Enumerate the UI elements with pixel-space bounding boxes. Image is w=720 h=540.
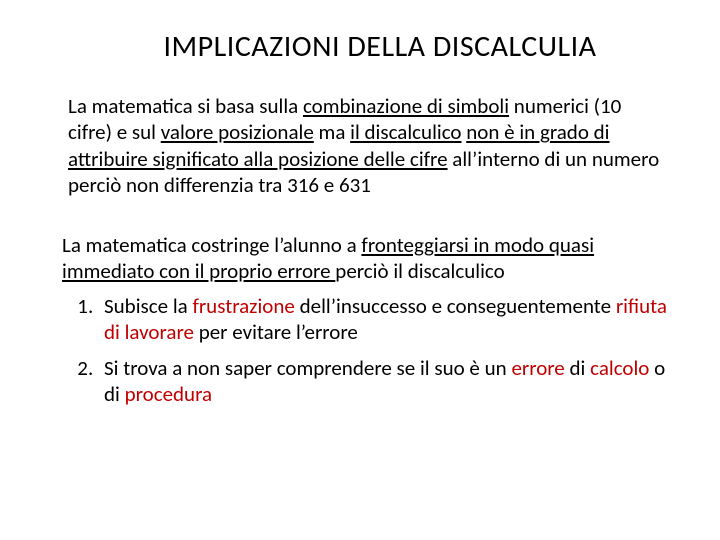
li1-text: Subisce la <box>104 293 192 319</box>
li2-text: di <box>565 355 590 381</box>
list-item-1: Subisce la frustrazione dell’insuccesso … <box>98 293 680 346</box>
p1-text: La matematica si basa sulla <box>68 93 303 119</box>
li2-accent-1: errore <box>511 355 564 381</box>
li1-accent-1: frustrazione <box>192 293 299 319</box>
li2-accent-2: calcolo <box>590 355 649 381</box>
p2-text: perciò il discalculico <box>335 258 504 284</box>
li2-accent-3: procedura <box>125 381 212 407</box>
p2-text: La matematica costringe l’alunno a <box>62 232 361 258</box>
paragraph-2: La matematica costringe l’alunno a front… <box>62 232 660 285</box>
p1-underline-1: combinazione di simboli <box>303 93 509 119</box>
p1-underline-2: valore posizionale <box>161 119 314 145</box>
li1-text: dell’insuccesso e conseguentemente <box>300 293 616 319</box>
list-item-2: Si trova a non saper comprendere se il s… <box>98 355 680 408</box>
li1-text: per evitare l’errore <box>199 319 358 345</box>
li2-text: Si trova a non saper comprendere se il s… <box>104 355 511 381</box>
numbered-list: Subisce la frustrazione dell’insuccesso … <box>40 293 680 408</box>
p1-text: ma <box>314 119 350 145</box>
slide: IMPLICAZIONI DELLA DISCALCULIA La matema… <box>0 0 720 540</box>
paragraph-1: La matematica si basa sulla combinazione… <box>68 93 660 198</box>
slide-title: IMPLICAZIONI DELLA DISCALCULIA <box>80 28 680 65</box>
p1-underline-3: il discalculico <box>350 119 461 145</box>
